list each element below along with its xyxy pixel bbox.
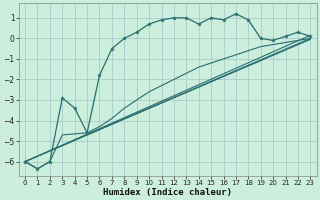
X-axis label: Humidex (Indice chaleur): Humidex (Indice chaleur) bbox=[103, 188, 232, 197]
